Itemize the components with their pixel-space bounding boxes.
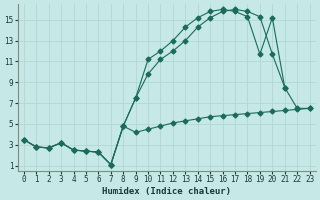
X-axis label: Humidex (Indice chaleur): Humidex (Indice chaleur) — [102, 187, 231, 196]
